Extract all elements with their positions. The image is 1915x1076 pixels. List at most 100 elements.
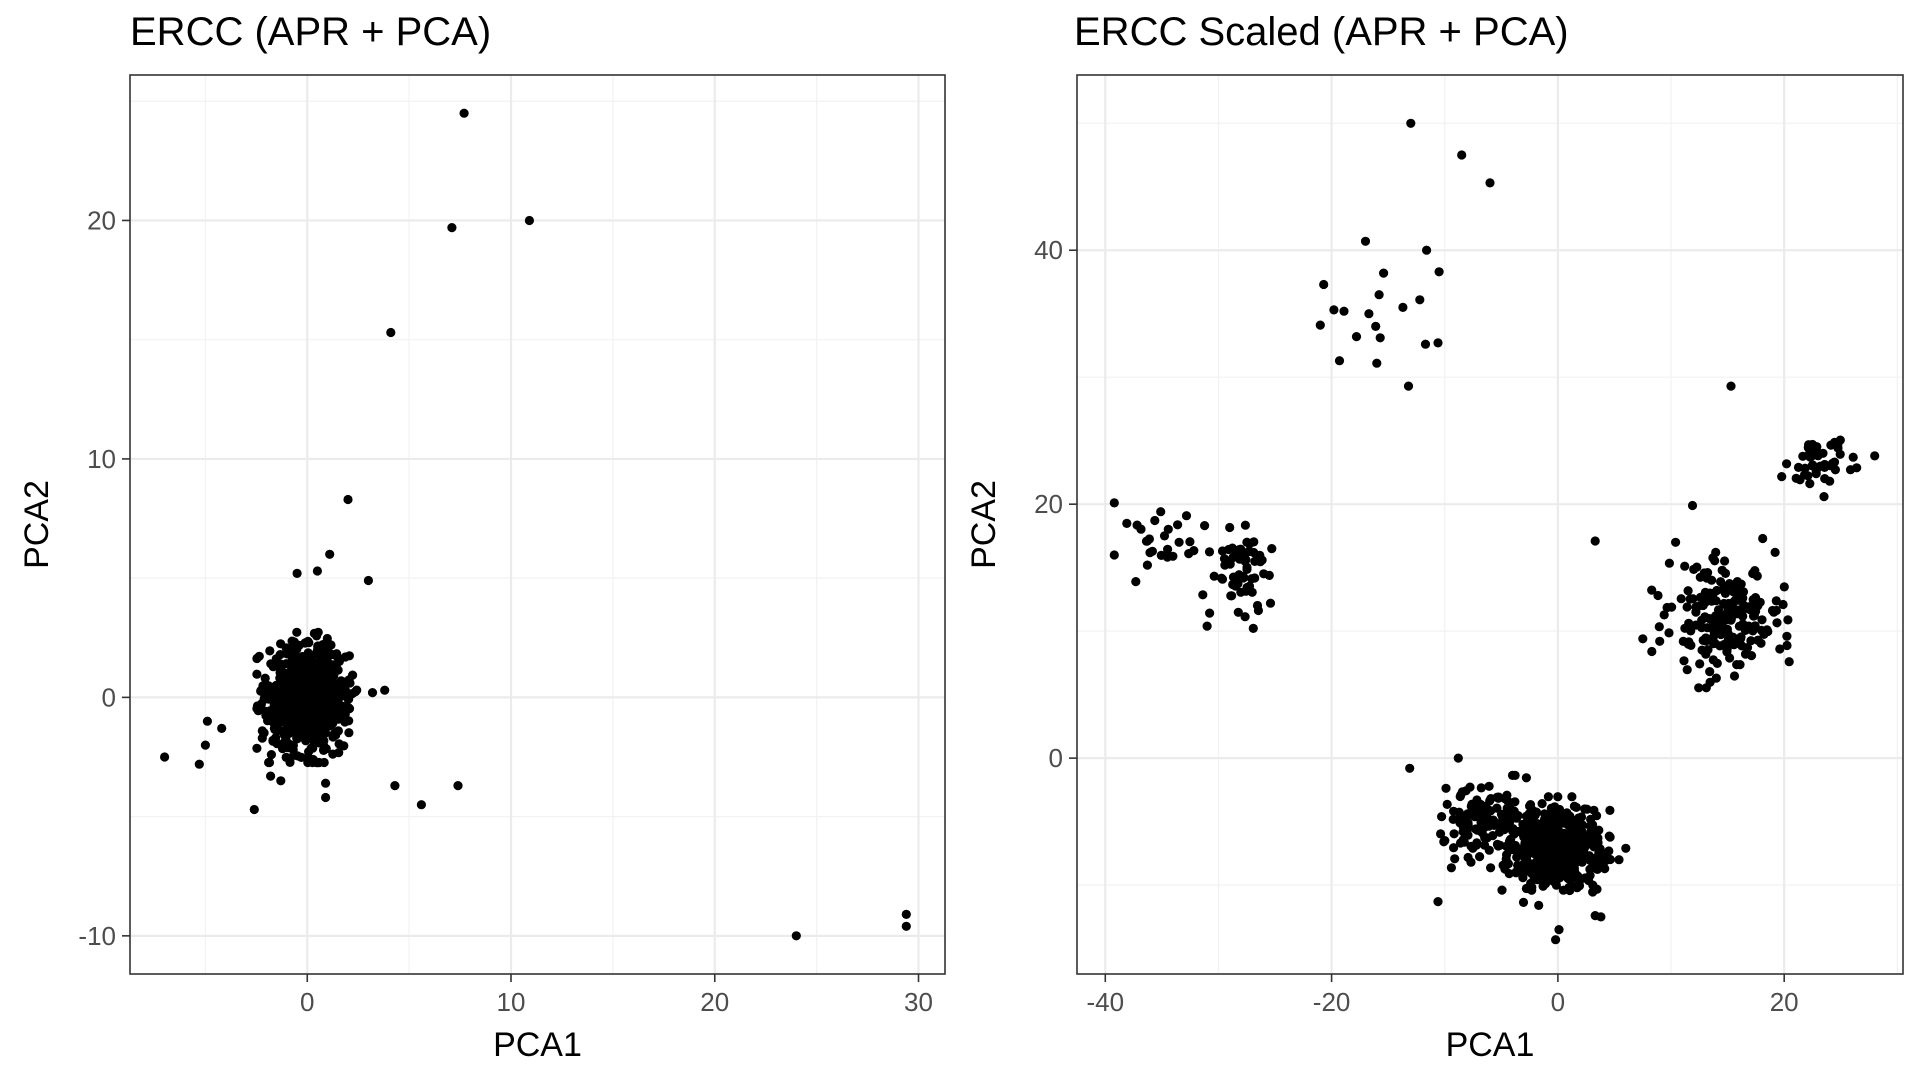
data-point <box>305 685 315 696</box>
data-point <box>1259 569 1269 579</box>
data-point <box>1315 320 1325 330</box>
data-point <box>217 723 227 734</box>
scatter-panel-ercc: ERCC (APR + PCA) 0 10 20 30 -10 0 10 20 PCA1 PC… <box>18 10 946 1064</box>
data-point <box>1750 621 1760 631</box>
data-point <box>1449 829 1459 839</box>
data-point <box>321 792 331 803</box>
y-tick-label: 40 <box>1034 235 1063 265</box>
data-point <box>1770 547 1780 558</box>
data-point <box>292 627 302 637</box>
data-point <box>901 921 911 931</box>
data-point <box>1800 470 1810 480</box>
data-point <box>367 688 378 698</box>
data-point <box>1200 521 1210 531</box>
data-point <box>1726 632 1736 642</box>
data-point <box>1156 507 1166 517</box>
data-point <box>1109 498 1119 508</box>
data-point <box>1549 865 1559 875</box>
data-point <box>1725 653 1735 663</box>
data-point <box>1756 638 1766 648</box>
data-point <box>1695 572 1705 582</box>
data-point <box>1334 356 1345 366</box>
data-point <box>1471 824 1481 834</box>
data-point <box>1529 863 1539 873</box>
data-point <box>339 741 349 751</box>
data-point <box>1771 596 1781 606</box>
data-point <box>1371 321 1381 331</box>
data-point <box>1406 118 1416 128</box>
data-point <box>1574 813 1584 823</box>
data-point <box>1209 571 1219 581</box>
data-point <box>257 733 267 743</box>
data-point <box>1695 659 1705 669</box>
data-point <box>1676 594 1686 604</box>
data-point <box>1845 465 1856 475</box>
data-point <box>343 494 353 505</box>
data-point <box>1433 338 1443 348</box>
data-point <box>1247 587 1257 597</box>
data-point <box>1708 655 1718 665</box>
data-point <box>1501 854 1511 864</box>
data-point <box>459 108 469 118</box>
data-point <box>1360 236 1371 246</box>
data-point <box>1542 846 1553 856</box>
data-point <box>1551 935 1561 945</box>
data-point <box>1614 855 1624 865</box>
data-point <box>1440 836 1450 846</box>
data-point <box>1233 607 1243 617</box>
data-point <box>1740 625 1750 636</box>
data-point <box>1590 536 1600 546</box>
data-point <box>1820 474 1830 484</box>
data-point <box>260 673 270 683</box>
data-point <box>1319 279 1329 290</box>
data-point <box>1746 636 1756 646</box>
data-point <box>307 652 317 662</box>
data-point <box>1398 302 1408 312</box>
data-point <box>1565 885 1575 896</box>
data-point <box>1521 773 1531 783</box>
data-point <box>1507 770 1518 781</box>
data-point <box>1826 440 1836 450</box>
data-point <box>317 688 327 699</box>
data-point <box>308 754 318 765</box>
data-point <box>1513 845 1523 856</box>
data-point <box>1870 451 1880 461</box>
data-point <box>1848 452 1858 462</box>
data-point <box>1805 479 1815 489</box>
data-point <box>1557 866 1567 876</box>
data-point <box>1465 782 1475 792</box>
data-point <box>1225 522 1235 533</box>
data-point <box>1659 610 1669 620</box>
data-point <box>1775 644 1785 654</box>
data-point <box>302 720 312 730</box>
data-point <box>334 748 344 758</box>
data-point <box>1746 651 1757 661</box>
data-point <box>380 685 390 695</box>
data-point <box>266 659 276 669</box>
data-point <box>350 687 361 697</box>
data-point <box>1722 581 1732 592</box>
data-point <box>1701 636 1711 646</box>
data-point <box>1685 594 1695 604</box>
data-point <box>1554 925 1564 935</box>
x-tick-label: 20 <box>1770 987 1799 1017</box>
data-point <box>1679 656 1689 666</box>
data-point <box>1475 810 1485 820</box>
y-tick-label: 0 <box>1049 743 1063 773</box>
data-point <box>331 660 341 671</box>
scatter-points <box>160 108 911 941</box>
data-point <box>1705 667 1715 677</box>
data-point <box>1596 912 1606 922</box>
data-point <box>1405 763 1415 773</box>
data-point <box>1562 811 1572 821</box>
data-point <box>1217 574 1228 584</box>
data-point <box>194 759 204 769</box>
data-point <box>416 800 426 810</box>
data-point <box>303 636 313 647</box>
data-point <box>1550 834 1560 844</box>
data-point <box>1540 856 1550 866</box>
data-point <box>1605 832 1615 842</box>
data-point <box>269 714 279 724</box>
data-point <box>325 549 335 559</box>
x-tick-label: 30 <box>904 987 933 1017</box>
